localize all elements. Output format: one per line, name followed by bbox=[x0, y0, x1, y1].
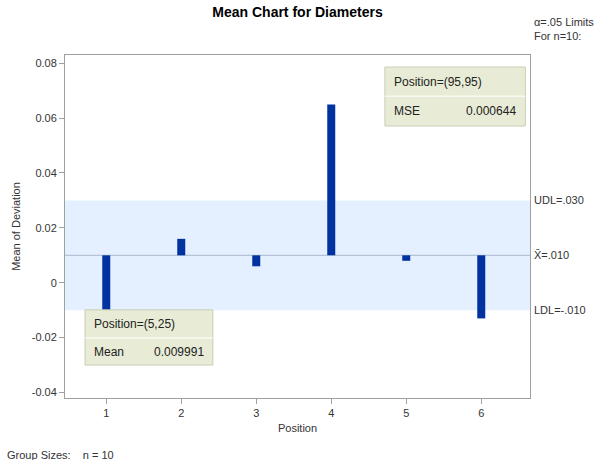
svg-text:0.000644: 0.000644 bbox=[466, 104, 516, 118]
svg-text:UDL=.030: UDL=.030 bbox=[534, 194, 584, 206]
svg-text:Position=(95,95): Position=(95,95) bbox=[394, 75, 482, 89]
svg-text:LDL=-.010: LDL=-.010 bbox=[534, 304, 586, 316]
svg-text:Position: Position bbox=[278, 422, 317, 434]
svg-text:Position=(5,25): Position=(5,25) bbox=[94, 317, 175, 331]
svg-text:Mean Chart for Diameters: Mean Chart for Diameters bbox=[212, 4, 383, 20]
svg-text:4: 4 bbox=[328, 407, 334, 419]
svg-text:α=.05 LimitsFor n=10:: α=.05 LimitsFor n=10: bbox=[534, 16, 594, 42]
svg-text:Mean of Deviation: Mean of Deviation bbox=[10, 182, 22, 271]
svg-text:0.08: 0.08 bbox=[35, 57, 56, 69]
svg-text:Mean: Mean bbox=[94, 345, 124, 359]
svg-text:0.009991: 0.009991 bbox=[154, 345, 204, 359]
svg-text:0.02: 0.02 bbox=[35, 222, 56, 234]
svg-text:5: 5 bbox=[403, 407, 409, 419]
svg-text:0.06: 0.06 bbox=[35, 112, 56, 124]
svg-text:0: 0 bbox=[51, 277, 57, 289]
svg-text:-0.04: -0.04 bbox=[32, 386, 57, 398]
svg-text:-0.02: -0.02 bbox=[32, 331, 57, 343]
svg-text:X̄=.010: X̄=.010 bbox=[534, 249, 569, 261]
svg-text:2: 2 bbox=[178, 407, 184, 419]
svg-text:1: 1 bbox=[103, 407, 109, 419]
svg-text:3: 3 bbox=[253, 407, 259, 419]
svg-text:Group Sizes: n = 10: Group Sizes: n = 10 bbox=[7, 449, 114, 460]
svg-text:MSE: MSE bbox=[394, 104, 420, 118]
svg-text:6: 6 bbox=[478, 407, 484, 419]
svg-text:0.04: 0.04 bbox=[35, 167, 56, 179]
